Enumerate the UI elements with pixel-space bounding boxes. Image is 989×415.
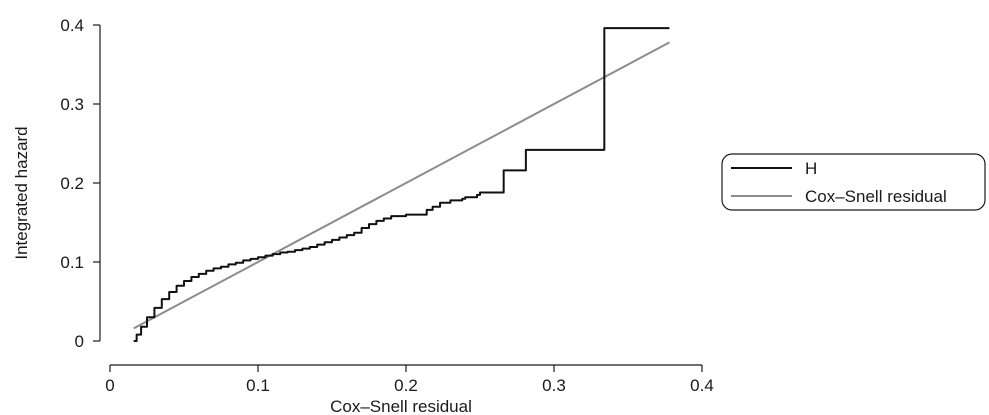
- series-line-cox-snell: [133, 41, 670, 330]
- y-tick-label: 0.4: [60, 16, 84, 35]
- series-layer: [133, 27, 670, 342]
- plot-area: 0 0.1 0.2 0.3 0.4 0 0.1 0.2 0.3 0.4: [60, 16, 713, 395]
- x-ticks: 0 0.1 0.2 0.3 0.4: [105, 365, 714, 395]
- x-tick-label: 0.2: [394, 376, 418, 395]
- y-axis-title: Integrated hazard: [12, 126, 31, 259]
- legend: H Cox–Snell residual: [721, 153, 986, 211]
- y-tick-label: 0: [75, 332, 84, 351]
- y-ticks: 0 0.1 0.2 0.3 0.4: [60, 16, 100, 351]
- y-tick-label: 0.2: [60, 174, 84, 193]
- x-axis-title: Cox–Snell residual: [330, 397, 472, 415]
- x-tick-label: 0.4: [690, 376, 714, 395]
- legend-label-h: H: [805, 159, 817, 178]
- series-line-h: [133, 27, 670, 342]
- x-tick-label: 0: [105, 376, 114, 395]
- x-tick-label: 0.1: [246, 376, 270, 395]
- y-tick-label: 0.1: [60, 253, 84, 272]
- y-tick-label: 0.3: [60, 95, 84, 114]
- x-tick-label: 0.3: [542, 376, 566, 395]
- legend-label-cox-snell: Cox–Snell residual: [805, 187, 947, 206]
